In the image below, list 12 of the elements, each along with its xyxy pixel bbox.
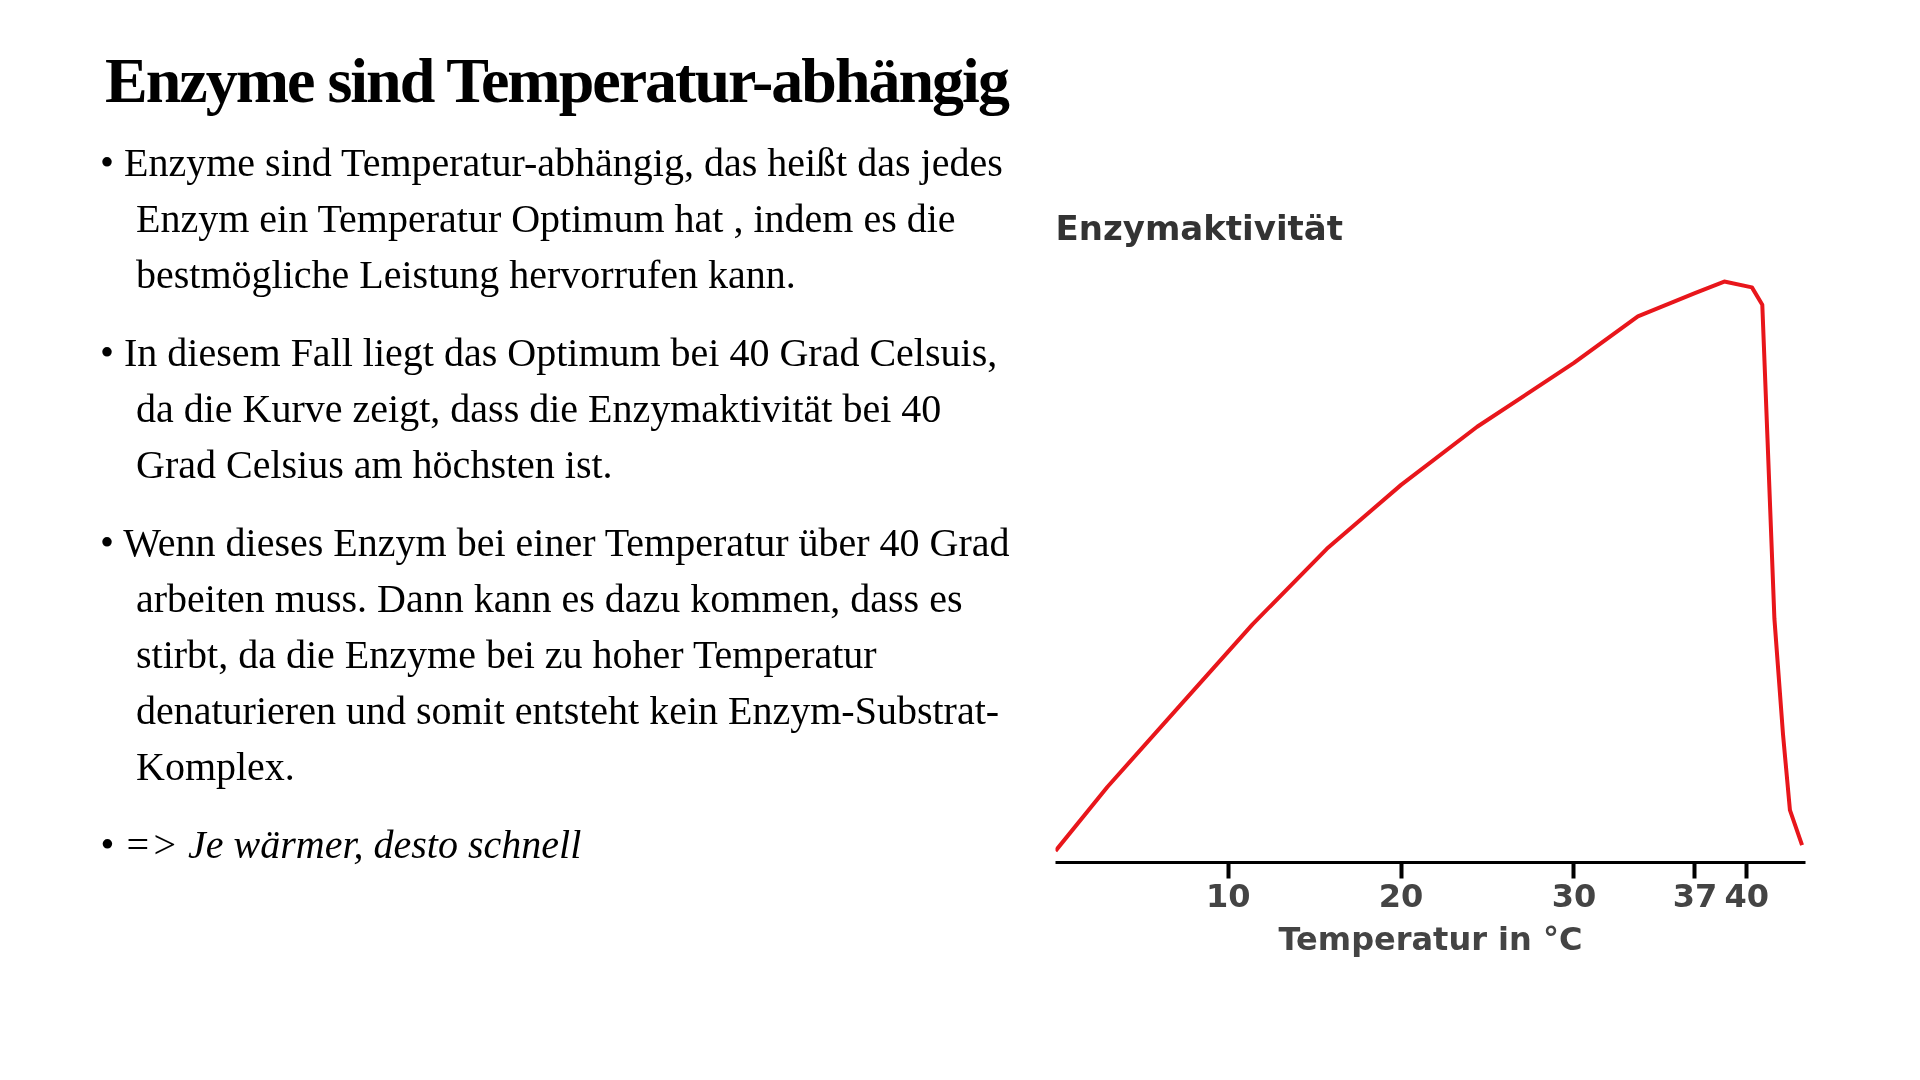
x-tick-label: 20 — [1378, 876, 1424, 915]
x-tick-label: 30 — [1551, 876, 1597, 915]
x-axis-title: Temperatur in °C — [1278, 919, 1583, 958]
text: • => Je wärmer, desto schnell — [100, 821, 583, 869]
chart-title: Enzyme sind Temperatur-abhängig — [105, 44, 1008, 118]
text: • Enzyme sind Temperatur-abhängig, das heißt das jedes Enzym ein Temperatur Optimum hat , indem es die bestmögliche Leistung hervorrufen kann. — [100, 139, 1004, 299]
x-tick-label: 40 — [1724, 876, 1770, 915]
text: • Wenn dieses Enzym bei einer Temperatur über 40 Grad arbeiten muss. Dann kann es dazu kommen, dass es stirbt, da die Enzyme bei zu hoher Temperatur denaturieren und somit entsteht kein Enzym-Substrat-Komplex. — [100, 519, 1011, 791]
text: • In diesem Fall liegt das Optimum bei 40 Grad Celsuis, da die Kurve zeigt, dass die Enzymaktivität bei 40 Grad Celsius am höchsten ist. — [100, 329, 999, 489]
y-axis-title: Enzymaktivität — [1055, 207, 1344, 248]
x-tick-label: 10 — [1206, 876, 1251, 915]
x-tick-label: 37 — [1672, 876, 1718, 915]
